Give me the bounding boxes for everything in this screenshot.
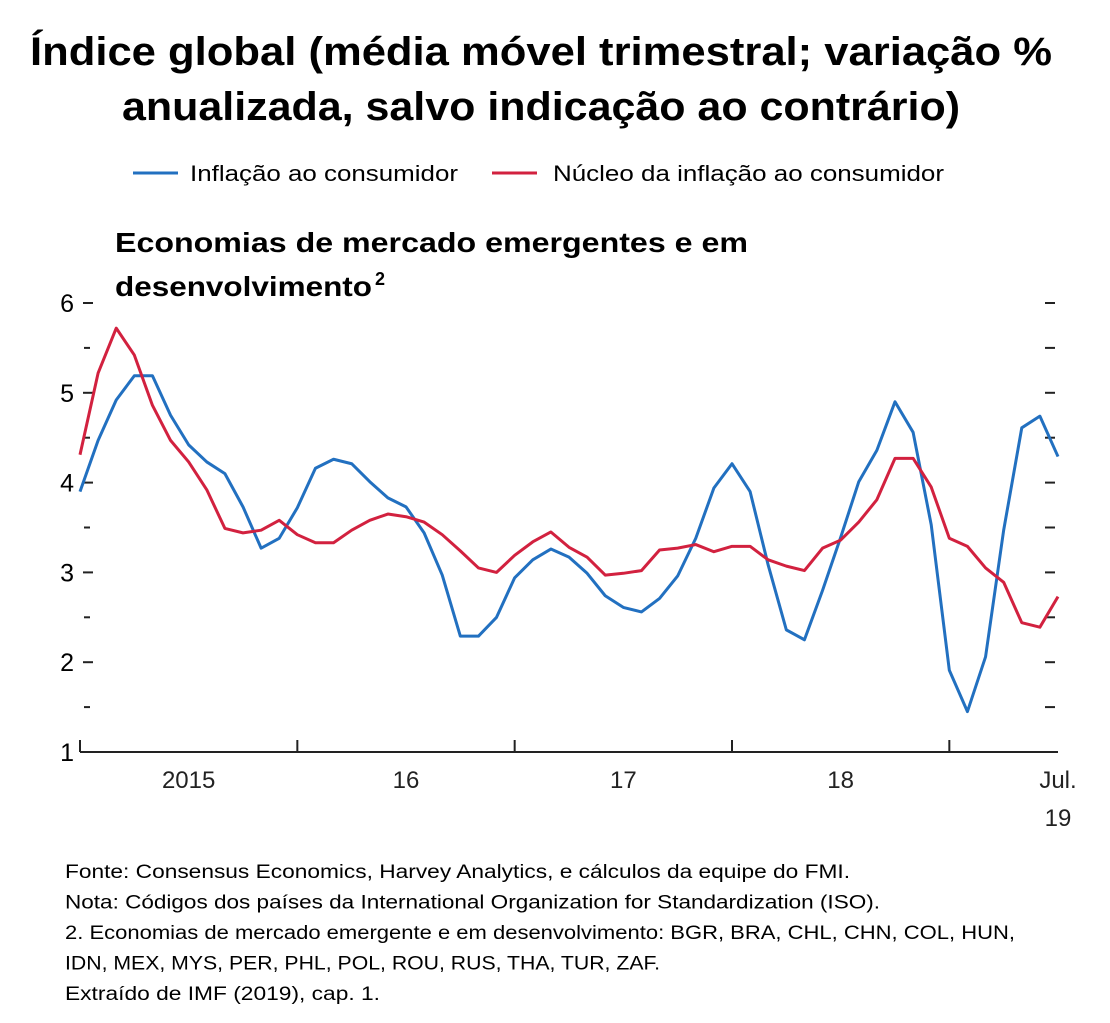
y-tick-label: 5 bbox=[60, 380, 74, 408]
x-tick-label: 2015 bbox=[161, 767, 216, 794]
y-tick-label: 3 bbox=[60, 559, 74, 587]
x-tick-label: 17 bbox=[609, 767, 637, 794]
series-line bbox=[78, 326, 1060, 629]
source-note: Nota: Códigos dos países da Internationa… bbox=[65, 893, 880, 914]
source-note: IDN, MEX, MYS, PER, PHL, POL, ROU, RUS, … bbox=[65, 954, 660, 975]
source-note: Fonte: Consensus Economics, Harvey Analy… bbox=[65, 862, 850, 883]
legend-label: Núcleo da inflação ao consumidor bbox=[553, 161, 944, 186]
chart-subtitle: Economias de mercado emergentes e em bbox=[115, 227, 748, 258]
x-tick-label: 18 bbox=[827, 767, 854, 794]
x-tick-label: 16 bbox=[392, 767, 420, 794]
y-tick-label: 2 bbox=[60, 649, 74, 677]
y-tick-label: 4 bbox=[60, 470, 74, 498]
chart-title: anualizada, salvo indicação ao contrário… bbox=[122, 85, 960, 129]
y-tick-label: 6 bbox=[60, 290, 74, 318]
footnote-mark: 2 bbox=[375, 269, 385, 289]
source-note: 2. Economias de mercado emergente e em d… bbox=[65, 923, 1015, 944]
legend-label: Inflação ao consumidor bbox=[190, 161, 458, 186]
series-line bbox=[78, 374, 1060, 714]
y-tick-label: 1 bbox=[60, 739, 74, 767]
source-note: Extraído de IMF (2019), cap. 1. bbox=[65, 984, 380, 1005]
chart-title: Índice global (média móvel trimestral; v… bbox=[30, 29, 1052, 74]
x-tick-label: Jul. 19 bbox=[1039, 767, 1077, 832]
chart-subtitle: desenvolvimento bbox=[115, 271, 372, 302]
